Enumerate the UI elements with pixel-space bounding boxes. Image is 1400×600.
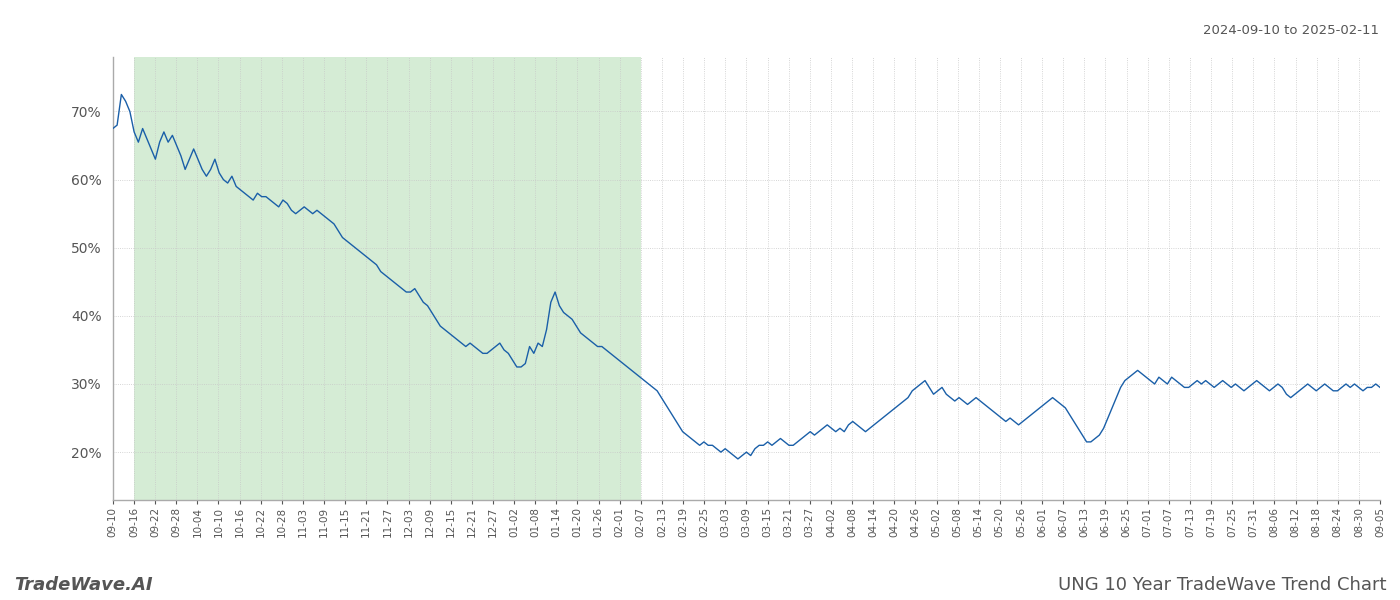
Text: TradeWave.AI: TradeWave.AI — [14, 576, 153, 594]
Text: 2024-09-10 to 2025-02-11: 2024-09-10 to 2025-02-11 — [1203, 24, 1379, 37]
Bar — [134, 57, 641, 500]
Text: UNG 10 Year TradeWave Trend Chart: UNG 10 Year TradeWave Trend Chart — [1057, 576, 1386, 594]
